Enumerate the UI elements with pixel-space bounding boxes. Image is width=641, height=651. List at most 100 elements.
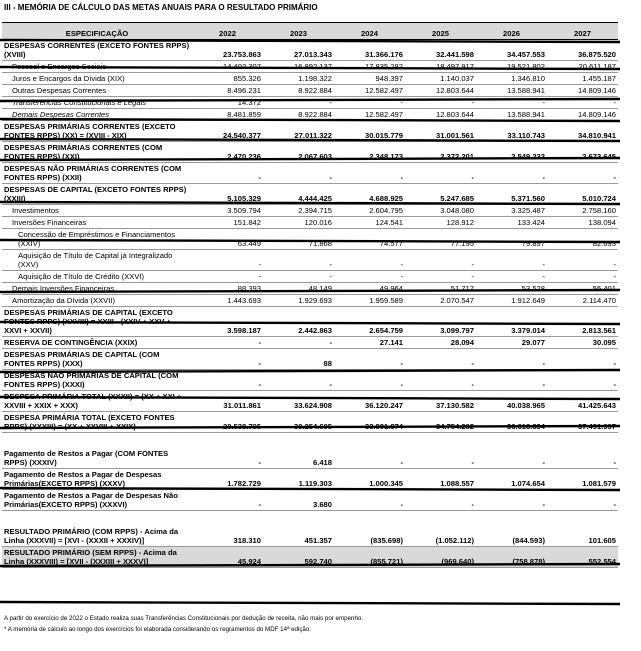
cell-value: (835.698): [334, 526, 405, 547]
cell-value: -: [405, 249, 476, 271]
cell-value: 2.394.715: [263, 204, 334, 217]
cell-value: 101.605: [547, 526, 618, 547]
table-row: Inversões Financeiras 151.842 120.016 124.5…: [2, 216, 618, 229]
cell-value: 3.598.187: [192, 306, 263, 337]
cell-value: 14.809.146: [547, 108, 618, 121]
cell-value: 29.077: [476, 336, 547, 349]
cell-value: 2.067.603: [263, 141, 334, 163]
row-label: DESPESAS CORRENTES (EXCETO FONTES RPPS) …: [2, 39, 192, 61]
cell-value: 27.011.322: [263, 120, 334, 142]
cell-value: -: [476, 489, 547, 511]
cell-value: 1.088.557: [405, 468, 476, 490]
cell-value: 855.326: [192, 72, 263, 85]
cell-value: 2.549.232: [476, 141, 547, 163]
cell-value: -: [192, 336, 263, 349]
cell-value: -: [263, 249, 334, 271]
cell-value: 8.922.884: [263, 108, 334, 121]
cell-value: 14.372: [192, 96, 263, 109]
cell-value: -: [263, 270, 334, 283]
table-row: DESPESAS NÃO PRIMÁRIAS DE CAPITAL (COM F…: [2, 369, 618, 391]
cell-value: -: [192, 270, 263, 283]
cell-value: 30.095: [547, 336, 618, 349]
row-label: DESPESAS DE CAPITAL (EXCETO FONTES RPPS)…: [2, 183, 192, 205]
cell-value: 128.912: [405, 216, 476, 229]
table-row: Pessoal e Encargos Sociais 14.402.307 16.8…: [2, 60, 618, 73]
cell-value: 120.016: [263, 216, 334, 229]
table-row: Demais Inversões Financeiras 88.393 48.149…: [2, 282, 618, 295]
row-label: Inversões Financeiras: [2, 216, 192, 229]
cell-value: -: [405, 270, 476, 283]
cell-value: -: [263, 162, 334, 184]
cell-value: 31.366.176: [334, 39, 405, 61]
cell-value: 4.444.425: [263, 183, 334, 205]
cell-value: 3.509.794: [192, 204, 263, 217]
cell-value: 2.348.173: [334, 141, 405, 163]
cell-value: 40.038.965: [476, 390, 547, 412]
row-label: Outras Despesas Correntes: [2, 84, 192, 97]
cell-value: (855.721): [334, 546, 405, 568]
data-table: ESPECIFICAÇÃO 2022 2023 2024 2025 2026 2027 DE…: [2, 22, 618, 568]
cell-value: 13.588.941: [476, 108, 547, 121]
cell-value: 71.868: [263, 228, 334, 250]
table-row: Outras Despesas Correntes 8.496.231 8.922.…: [2, 84, 618, 97]
cell-value: 5.371.560: [476, 183, 547, 205]
table-row: DESPESAS PRIMÁRIAS CORRENTES (COM FONTES…: [2, 141, 618, 163]
table-row: Aquisição de Título de Crédito (XXVI) - - -…: [2, 270, 618, 283]
cell-value: -: [405, 162, 476, 184]
row-label: DESPESA PRIMÁRIA TOTAL (XXXII) = (XX + X…: [2, 390, 192, 412]
cell-value: -: [405, 489, 476, 511]
cell-value: 3.680: [263, 489, 334, 511]
cell-value: 88: [263, 348, 334, 370]
row-label: Pagamento de Restos a Pagar (COM FONTES …: [2, 448, 192, 469]
column-header: 2025: [405, 22, 476, 40]
cell-value: (969.640): [405, 546, 476, 568]
cell-value: -: [334, 270, 405, 283]
cell-value: 1.346.810: [476, 72, 547, 85]
cell-value: -: [547, 448, 618, 469]
table-row: DESPESAS CORRENTES (EXCETO FONTES RPPS) …: [2, 39, 618, 61]
cell-value: 2.604.795: [334, 204, 405, 217]
cell-value: -: [547, 369, 618, 391]
cell-value: 3.099.797: [405, 306, 476, 337]
cell-value: 37.491.997: [547, 411, 618, 433]
cell-value: -: [263, 96, 334, 109]
cell-value: 3.325.487: [476, 204, 547, 217]
row-label: RESULTADO PRIMÁRIO (COM RPPS) - Acima da…: [2, 526, 192, 547]
row-label: RESERVA DE CONTINGÊNCIA (XXIX): [2, 336, 192, 349]
spacer-row: [2, 511, 618, 527]
cell-value: -: [192, 369, 263, 391]
cell-value: -: [334, 162, 405, 184]
cell-value: -: [192, 348, 263, 370]
cell-value: -: [547, 162, 618, 184]
cell-value: 31.001.561: [405, 120, 476, 142]
cell-value: 2.654.759: [334, 306, 405, 337]
cell-value: 34.457.553: [476, 39, 547, 61]
cell-value: 1.198.322: [263, 72, 334, 85]
row-label: Investimentos: [2, 204, 192, 217]
cell-value: 1.140.037: [405, 72, 476, 85]
cell-value: 17.835.282: [334, 60, 405, 73]
cell-value: -: [476, 348, 547, 370]
cell-value: 1.912.649: [476, 294, 547, 307]
row-label: Pagamento de Restos a Pagar de Despesas …: [2, 489, 192, 511]
cell-value: 5.247.685: [405, 183, 476, 205]
cell-value: 1.119.303: [263, 468, 334, 490]
table-row: DESPESAS PRIMÁRIAS DE CAPITAL (EXCETO FO…: [2, 306, 618, 337]
cell-value: 36.120.247: [334, 390, 405, 412]
cell-value: 51.717: [405, 282, 476, 295]
table-row: DESPESAS NÃO PRIMÁRIAS CORRENTES (COM FO…: [2, 162, 618, 184]
cell-value: 124.541: [334, 216, 405, 229]
spacer-cell: [2, 511, 618, 527]
cell-value: -: [263, 369, 334, 391]
cell-value: -: [547, 270, 618, 283]
column-header: 2022: [192, 22, 263, 40]
table-row: Juros e Encargos da Dívida (XIX) 855.326 1…: [2, 72, 618, 85]
cell-value: 13.588.941: [476, 84, 547, 97]
cell-value: 151.842: [192, 216, 263, 229]
cell-value: (758.878): [476, 546, 547, 568]
cell-value: 53.528: [476, 282, 547, 295]
cell-value: 12.803.644: [405, 84, 476, 97]
spacer-row: [2, 433, 618, 449]
cell-value: 30.015.779: [334, 120, 405, 142]
table-row: Pagamento de Restos a Pagar de Despesas …: [2, 468, 618, 490]
